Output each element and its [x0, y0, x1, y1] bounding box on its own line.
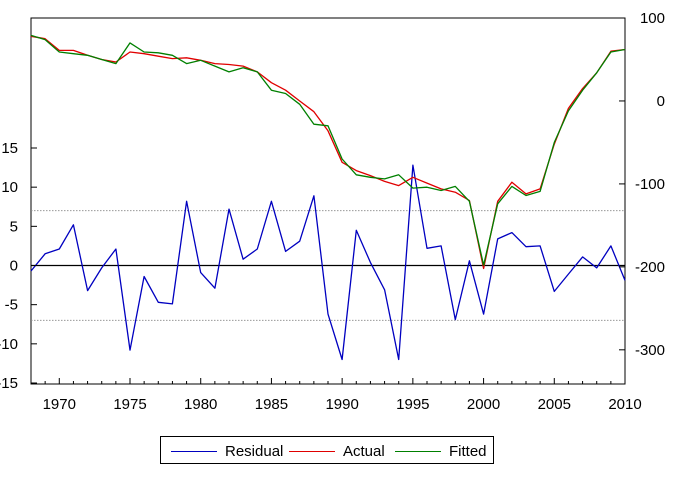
legend-label-residual: Residual — [225, 442, 284, 460]
right-y-tick-label: -200 — [635, 259, 665, 276]
right-y-tick-label: 100 — [640, 10, 665, 27]
x-tick-label: 2005 — [538, 396, 571, 413]
chart-legend: Residual Actual Fitted — [160, 436, 494, 464]
left-y-axis: 15 10 5 0 -5 -10 -15 — [0, 140, 37, 392]
left-y-tick-label: 10 — [1, 179, 18, 196]
series-line-residual — [30, 164, 626, 361]
x-tick-label: 1980 — [184, 396, 217, 413]
x-tick-label: 2000 — [467, 396, 500, 413]
series-line-fitted — [30, 34, 626, 266]
legend-item-actual: Actual — [289, 441, 385, 461]
right-y-tick-label: -300 — [635, 342, 665, 359]
x-tick-label: 1970 — [43, 396, 76, 413]
right-y-tick-label: 0 — [657, 93, 665, 110]
left-y-tick-label: -5 — [5, 297, 18, 314]
legend-swatch-fitted — [395, 450, 441, 452]
x-tick-label: 1975 — [113, 396, 146, 413]
left-y-tick-label: 0 — [10, 258, 18, 275]
right-y-tick-label: -100 — [635, 176, 665, 193]
left-y-tick-label: 15 — [1, 140, 18, 157]
legend-swatch-actual — [289, 450, 335, 452]
legend-label-fitted: Fitted — [449, 442, 487, 460]
x-tick-label: 1995 — [396, 396, 429, 413]
left-y-tick-label: 5 — [10, 218, 18, 235]
x-tick-label: 1990 — [325, 396, 358, 413]
series-lines — [30, 34, 626, 361]
right-y-axis: 100 0 -100 -200 -300 — [619, 10, 665, 359]
x-axis: 1970 1975 1980 1985 1990 1995 2000 2005 2010 — [30, 378, 642, 413]
x-tick-label: 1985 — [255, 396, 288, 413]
legend-swatch-residual — [171, 450, 217, 452]
left-y-tick-label: -10 — [0, 336, 18, 353]
reference-lines — [31, 210, 625, 321]
plot-area-frame — [30, 17, 626, 385]
legend-item-fitted: Fitted — [395, 441, 487, 461]
legend-item-residual: Residual — [171, 441, 283, 461]
left-y-tick-label: -15 — [0, 375, 18, 392]
legend-label-actual: Actual — [343, 442, 385, 460]
series-line-actual — [30, 35, 626, 270]
x-tick-label: 2010 — [608, 396, 641, 413]
